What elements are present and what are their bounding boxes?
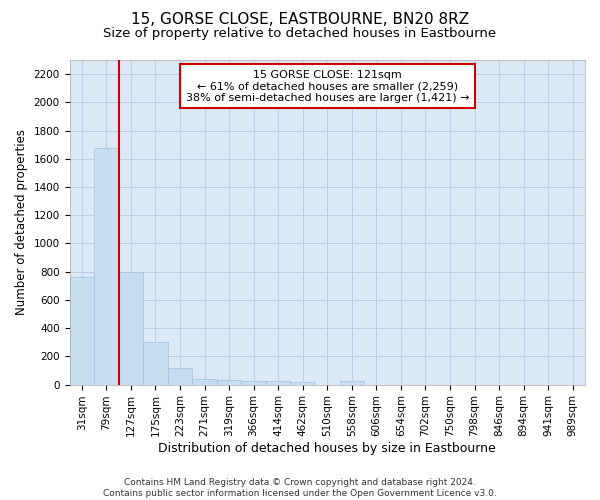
X-axis label: Distribution of detached houses by size in Eastbourne: Distribution of detached houses by size … xyxy=(158,442,496,455)
Text: Size of property relative to detached houses in Eastbourne: Size of property relative to detached ho… xyxy=(103,28,497,40)
Bar xyxy=(119,272,143,384)
Bar xyxy=(340,382,364,384)
Bar xyxy=(290,382,315,384)
Bar xyxy=(241,381,266,384)
Bar xyxy=(94,148,119,384)
Bar xyxy=(217,380,241,384)
Text: 15 GORSE CLOSE: 121sqm
← 61% of detached houses are smaller (2,259)
38% of semi-: 15 GORSE CLOSE: 121sqm ← 61% of detached… xyxy=(185,70,469,103)
Bar xyxy=(143,342,168,384)
Bar xyxy=(168,368,192,384)
Y-axis label: Number of detached properties: Number of detached properties xyxy=(15,130,28,316)
Bar xyxy=(70,278,94,384)
Text: Contains HM Land Registry data © Crown copyright and database right 2024.
Contai: Contains HM Land Registry data © Crown c… xyxy=(103,478,497,498)
Text: 15, GORSE CLOSE, EASTBOURNE, BN20 8RZ: 15, GORSE CLOSE, EASTBOURNE, BN20 8RZ xyxy=(131,12,469,28)
Bar xyxy=(266,382,290,384)
Bar xyxy=(192,378,217,384)
